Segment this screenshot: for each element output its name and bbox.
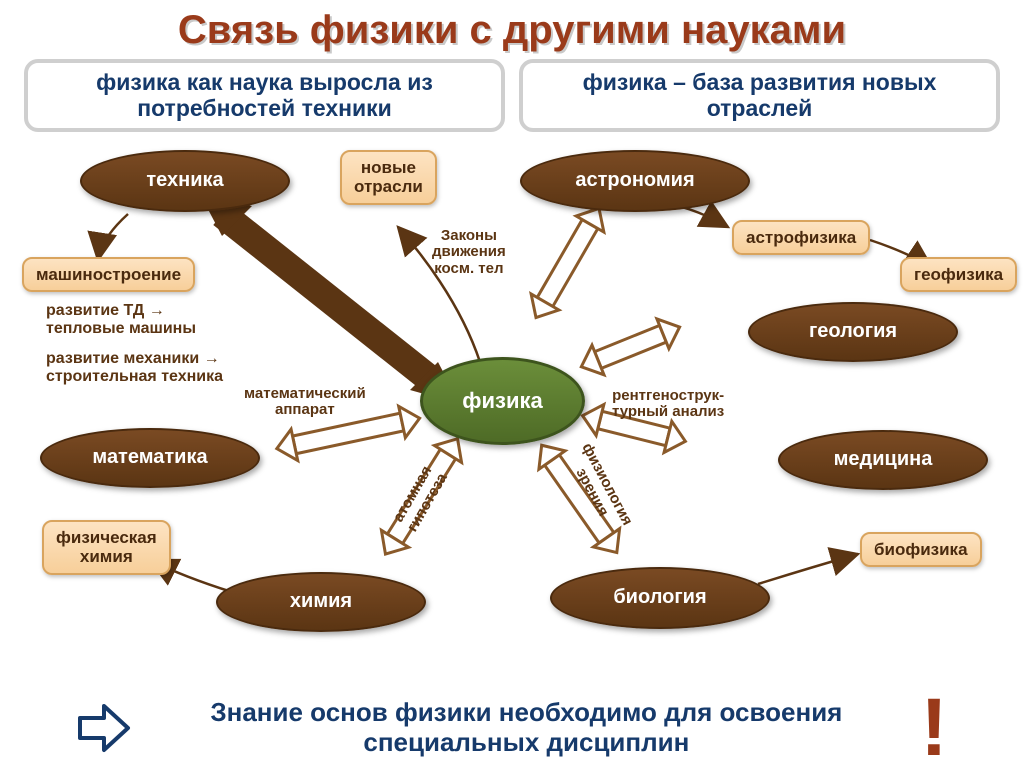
node-chemistry: химия	[216, 572, 426, 632]
page-title: Связь физики с другими науками	[0, 0, 1024, 55]
label-atomic-hyp: атомная гипотеза	[390, 462, 451, 534]
node-physics-center: физика	[420, 357, 585, 445]
subtitle-right: физика – база развития новых отраслей	[519, 59, 1000, 132]
node-tech: техника	[80, 150, 290, 212]
label-math-apparatus: математический аппарат	[244, 386, 366, 419]
chip-astrophysics: астрофизика	[732, 220, 870, 256]
label-laws-motion: Законы движения косм. тел	[432, 228, 506, 278]
chip-phys-chem: физическая химия	[42, 520, 171, 575]
footer-text: Знание основ физики необходимо для освое…	[146, 698, 906, 758]
subtitle-row: физика как наука выросла из потребностей…	[0, 55, 1024, 132]
node-math: математика	[40, 428, 260, 488]
label-xray: рентгенострук- турный анализ	[612, 388, 724, 421]
node-medicine: медицина	[778, 430, 988, 490]
diagram-canvas: физика техника астрономия геология медиц…	[0, 132, 1024, 672]
node-geology: геология	[748, 302, 958, 362]
note-td: развитие ТД → тепловые машины	[46, 302, 196, 339]
footer-arrow-icon	[76, 700, 132, 756]
chip-new-branches: новые отрасли	[340, 150, 437, 205]
subtitle-left: физика как наука выросла из потребностей…	[24, 59, 505, 132]
dbl-arrow-astronomy	[522, 200, 613, 325]
big-arrow-physics-tech	[200, 194, 460, 404]
node-astronomy: астрономия	[520, 150, 750, 212]
thin-arrow-machine-building	[98, 214, 128, 260]
label-physiology: физиология зрения	[563, 441, 635, 536]
thin-arrow-biophysics	[758, 554, 858, 584]
dbl-arrow-geology	[575, 312, 685, 381]
chip-geophysics: геофизика	[900, 257, 1017, 293]
footer-row: Знание основ физики необходимо для освое…	[0, 695, 1024, 761]
node-biology: биология	[550, 567, 770, 629]
chip-machine-building: машиностроение	[22, 257, 195, 293]
note-mech: развитие механики → строительная техника	[46, 350, 223, 387]
chip-biophysics: биофизика	[860, 532, 982, 568]
footer-exclamation: !	[920, 695, 947, 761]
